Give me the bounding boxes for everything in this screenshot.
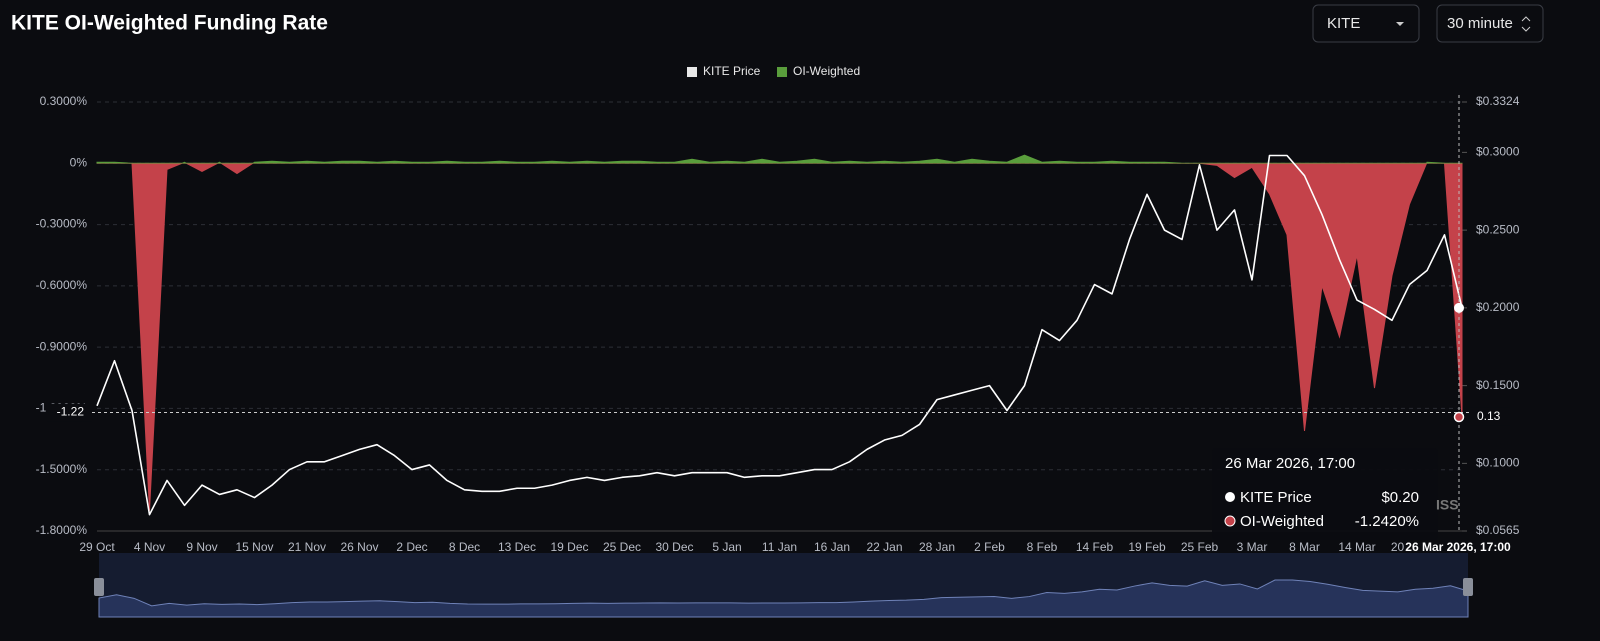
select-label[interactable]: KITE bbox=[1327, 15, 1360, 32]
x-tick-label: 22 Jan bbox=[866, 540, 902, 554]
y-tick-label: -1.8000% bbox=[36, 523, 88, 537]
tooltip-value: -1.2420% bbox=[1355, 513, 1419, 530]
navigator-handle[interactable] bbox=[1463, 578, 1473, 596]
y2-tick-label: $0.3324 bbox=[1476, 94, 1520, 108]
x-tick-label: 30 Dec bbox=[655, 540, 693, 554]
x-crosshair-label-bg bbox=[1404, 539, 1520, 556]
funding-area bbox=[96, 154, 1463, 511]
y-tick-label: -0.3000% bbox=[36, 217, 88, 231]
x-tick-label: 13 Dec bbox=[498, 540, 536, 554]
chart-title: KITE OI-Weighted Funding Rate bbox=[11, 12, 328, 35]
x-tick-label: 8 Dec bbox=[449, 540, 480, 554]
y2-tick-label: $0.2000 bbox=[1476, 300, 1520, 314]
y2-tick-label: $0.1000 bbox=[1476, 456, 1520, 470]
legend-swatch bbox=[777, 67, 787, 77]
crosshair-label-bg bbox=[1470, 407, 1510, 426]
x-tick-label: 19 Dec bbox=[550, 540, 588, 554]
legend-label[interactable]: OI-Weighted bbox=[793, 64, 860, 78]
y-tick-label: 0.3000% bbox=[40, 94, 88, 108]
y2-tick-label: $0.2500 bbox=[1476, 222, 1520, 236]
x-tick-label: 19 Feb bbox=[1128, 540, 1166, 554]
x-tick-label: 28 Jan bbox=[919, 540, 955, 554]
x-tick-label: 2 Feb bbox=[974, 540, 1005, 554]
x-tick-label: 15 Nov bbox=[235, 540, 273, 554]
watermark: ISS bbox=[1436, 497, 1459, 513]
x-tick-label: 11 Jan bbox=[762, 540, 797, 554]
y-tick-label: 0% bbox=[70, 155, 88, 169]
funding-point bbox=[1453, 411, 1465, 423]
x-tick-label: 4 Nov bbox=[134, 540, 165, 554]
x-tick-label: 5 Jan bbox=[712, 540, 741, 554]
x-crosshair-label: 26 Mar 2026, 17:00 bbox=[1405, 540, 1511, 554]
symbol-select[interactable]: KITE bbox=[1312, 4, 1420, 43]
x-tick-label: 14 Feb bbox=[1076, 540, 1114, 554]
navigator-area bbox=[98, 579, 1469, 618]
tooltip-box bbox=[1212, 448, 1438, 540]
select-label[interactable]: 30 minute bbox=[1447, 15, 1513, 32]
tooltip-value: $0.20 bbox=[1381, 489, 1419, 506]
x-tick-label: 29 Oct bbox=[79, 540, 115, 554]
legend-swatch bbox=[687, 67, 697, 77]
tooltip-dot bbox=[1225, 492, 1235, 502]
x-tick-label: 8 Feb bbox=[1027, 540, 1058, 554]
tooltip-title: 26 Mar 2026, 17:00 bbox=[1225, 455, 1355, 472]
select-box[interactable] bbox=[1436, 4, 1544, 43]
tooltip-name: KITE Price bbox=[1240, 489, 1312, 506]
crosshair-y2-label: 0.13 bbox=[1477, 409, 1501, 423]
price-line bbox=[96, 154, 1463, 516]
x-tick-label: 14 Mar bbox=[1338, 540, 1375, 554]
x-tick-label: 25 Feb bbox=[1181, 540, 1219, 554]
x-tick-label: 2 Dec bbox=[396, 540, 427, 554]
select-box[interactable] bbox=[1312, 4, 1420, 43]
x-tick-label: 21 Nov bbox=[288, 540, 326, 554]
y2-tick-label: $0.0565 bbox=[1476, 523, 1520, 537]
y2-tick-label: $0.3000 bbox=[1476, 145, 1520, 159]
navigator-handle[interactable] bbox=[94, 578, 104, 596]
y-tick-label: -0.6000% bbox=[36, 278, 88, 292]
caret bbox=[1521, 16, 1531, 32]
tooltip-dot bbox=[1224, 515, 1236, 527]
price-point bbox=[1454, 302, 1464, 313]
x-tick-label: 25 Dec bbox=[603, 540, 641, 554]
x-tick-label: 9 Nov bbox=[186, 540, 217, 554]
x-tick-label: 16 Jan bbox=[814, 540, 850, 554]
crosshair-label-bg bbox=[47, 403, 92, 422]
y-tick-label: -1.5000% bbox=[36, 462, 88, 476]
x-tick-label: 8 Mar bbox=[1289, 540, 1320, 554]
y-tick-label: -0.9000% bbox=[36, 339, 88, 353]
x-tick-label: 3 Mar bbox=[1237, 540, 1268, 554]
tooltip-name: OI-Weighted bbox=[1240, 513, 1324, 530]
y2-tick-label: $0.1500 bbox=[1476, 378, 1520, 392]
caret bbox=[1396, 22, 1404, 26]
crosshair-y-label: -1.22 bbox=[57, 405, 85, 419]
legend: KITE Price OI-Weighted bbox=[687, 64, 860, 78]
x-tick-label: 26 Nov bbox=[340, 540, 378, 554]
legend-label[interactable]: KITE Price bbox=[703, 64, 761, 78]
interval-select[interactable]: 30 minute bbox=[1436, 4, 1544, 43]
